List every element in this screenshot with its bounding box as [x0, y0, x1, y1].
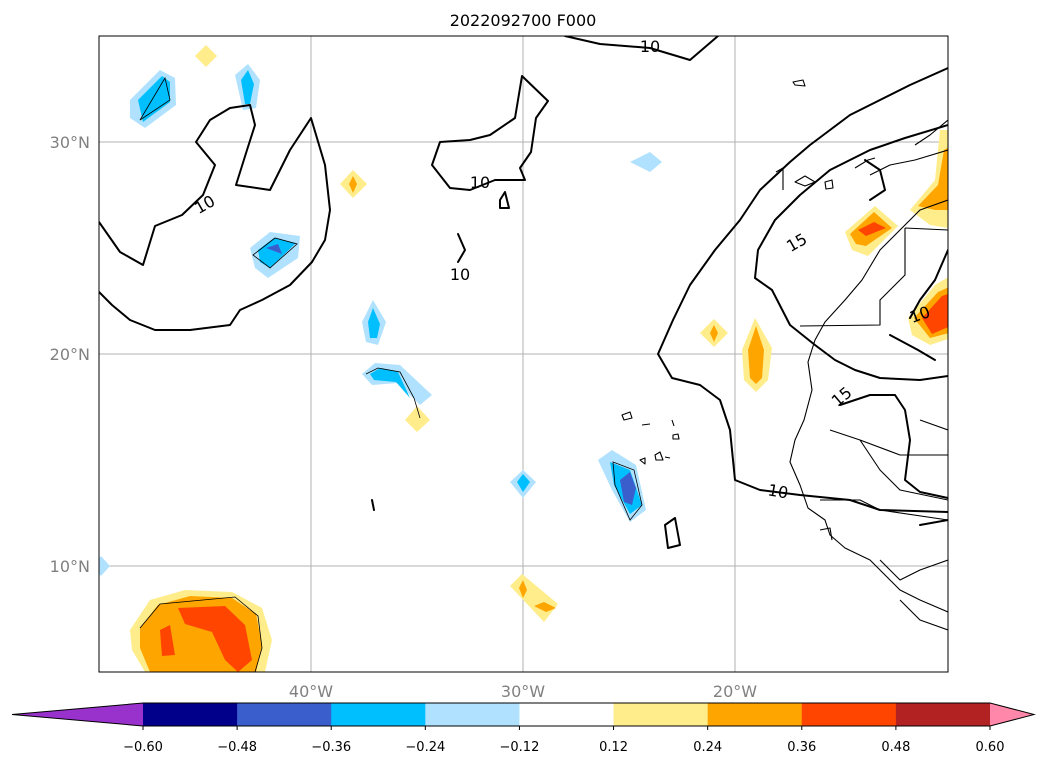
- lon-label: 30°W: [501, 682, 545, 701]
- colorbar-tick-label: −0.48: [217, 740, 257, 755]
- contour-label: 10: [766, 480, 789, 502]
- colorbar-segment: [143, 703, 238, 726]
- lon-label: 40°W: [289, 682, 333, 701]
- contour-label: 10: [640, 37, 660, 56]
- colorbar-segment: [331, 703, 426, 726]
- lon-label: 20°W: [713, 682, 757, 701]
- colorbar: −0.60 −0.48 −0.36 −0.24 −0.12 0.12 0.24 0.36 0.4…: [11, 702, 1036, 755]
- colorbar-tick-label: 0.48: [881, 740, 910, 755]
- colorbar-tick-label: 0.24: [693, 740, 722, 755]
- cape-verde-islands: [621, 411, 833, 541]
- contour-label: 10: [470, 173, 490, 192]
- map-content: 10 10 10 10 15 15 10 10: [99, 36, 948, 672]
- colorbar-extend-low: [12, 703, 143, 726]
- colorbar-segment: [613, 703, 709, 726]
- contour-label: 10: [450, 265, 470, 284]
- lat-label: 30°N: [50, 133, 90, 152]
- colorbar-tick-label: −0.36: [311, 740, 351, 755]
- colorbar-tick-label: 0.36: [787, 740, 816, 755]
- colorbar-extend-high: [990, 703, 1034, 726]
- colorbar-segment: [895, 703, 991, 726]
- colorbar-tick-label: 0.12: [599, 740, 628, 755]
- colorbar-tick-label: 0.60: [976, 740, 1005, 755]
- colorbar-tick-label: −0.24: [405, 740, 445, 755]
- colorbar-segment: [425, 703, 520, 726]
- graticule: [99, 36, 948, 672]
- contour-lines: [99, 36, 948, 549]
- map-title: 2022092700 F000: [450, 11, 597, 30]
- colorbar-segment: [237, 703, 332, 726]
- colorbar-tick-label: −0.12: [500, 740, 540, 755]
- lon-labels: 40°W 30°W 20°W: [289, 682, 757, 701]
- colorbar-segment: [707, 703, 803, 726]
- lat-labels: 30°N 20°N 10°N: [50, 133, 90, 576]
- lat-label: 10°N: [50, 557, 90, 576]
- colorbar-segment: [519, 703, 615, 726]
- colorbar-tick-label: −0.60: [123, 740, 163, 755]
- map-border: [98, 35, 949, 673]
- lat-label: 20°N: [50, 345, 90, 364]
- colorbar-segment: [801, 703, 897, 726]
- shading-outlines: [139, 76, 643, 672]
